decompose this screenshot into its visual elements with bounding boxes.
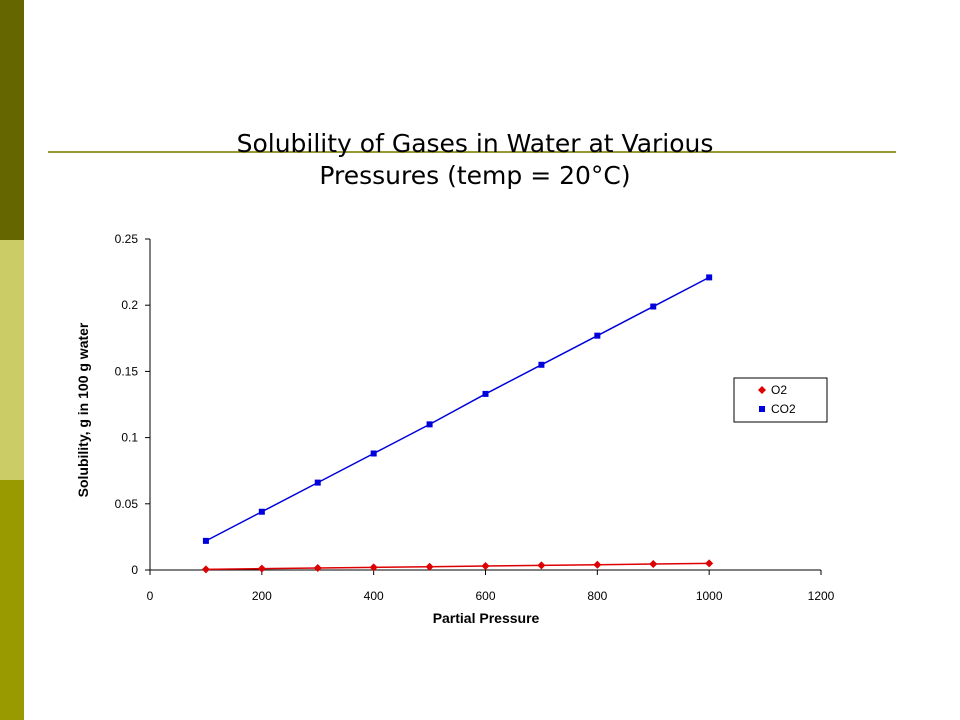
series-line-co2 — [205, 276, 710, 542]
legend-marker-o2 — [758, 386, 766, 394]
data-point-co2 — [594, 332, 601, 339]
x-tick-label: 800 — [587, 589, 607, 603]
data-point-co2 — [314, 479, 321, 486]
data-point-o2 — [649, 560, 658, 569]
legend-label-co2: CO2 — [771, 402, 796, 416]
series-layer — [201, 274, 714, 574]
chart-title-line-1: Solubility of Gases in Water at Various — [236, 129, 714, 158]
chart-title: Solubility of Gases in Water at Various … — [160, 128, 790, 192]
y-axis-label: Solubility, g in 100 g water — [75, 322, 91, 497]
legend-box — [733, 377, 828, 423]
data-point-o2 — [705, 559, 714, 568]
data-point-o2 — [257, 564, 266, 573]
data-point-o2 — [425, 562, 434, 571]
data-point-co2 — [538, 361, 545, 368]
x-tick-label: 0 — [147, 589, 154, 603]
data-point-o2 — [201, 565, 210, 574]
data-point-o2 — [313, 564, 322, 573]
series-o2 — [201, 559, 714, 574]
data-point-co2 — [706, 274, 713, 281]
x-tick-label: 1000 — [696, 589, 723, 603]
title-rule — [48, 151, 896, 153]
y-tick-label: 0.25 — [115, 232, 139, 246]
series-co2 — [202, 274, 713, 544]
data-point-co2 — [370, 450, 377, 457]
x-tick-label: 400 — [364, 589, 384, 603]
data-point-co2 — [426, 421, 433, 428]
x-tick-label: 600 — [475, 589, 495, 603]
data-point-co2 — [482, 390, 489, 397]
data-point-o2 — [593, 560, 602, 569]
decorative-band-bottom — [0, 480, 24, 720]
y-tick-label: 0.1 — [121, 431, 138, 445]
y-tick-label: 0 — [131, 563, 138, 577]
data-point-o2 — [481, 562, 490, 571]
series-line-o2 — [205, 562, 710, 571]
x-axis-label: Partial Pressure — [433, 610, 540, 626]
data-point-o2 — [369, 563, 378, 572]
data-point-co2 — [650, 303, 657, 310]
x-tick-label: 1200 — [808, 589, 835, 603]
x-tick-label: 200 — [252, 589, 272, 603]
y-tick-label: 0.15 — [115, 364, 139, 378]
data-point-co2 — [202, 537, 209, 544]
y-tick-label: 0.2 — [121, 298, 138, 312]
y-tick-label: 0.05 — [115, 497, 139, 511]
decorative-band-top — [0, 0, 24, 240]
decorative-band-middle — [0, 240, 24, 480]
chart-title-line-2: Pressures (temp = 20°C) — [319, 161, 631, 190]
legend-label-o2: O2 — [771, 383, 787, 397]
axes: 0 0.05 0.1 0.15 0.2 0.25 0 200 400 600 800 1000 1200 — [115, 232, 835, 603]
data-point-co2 — [258, 508, 265, 515]
data-point-o2 — [537, 561, 546, 570]
legend-marker-co2 — [759, 406, 765, 412]
